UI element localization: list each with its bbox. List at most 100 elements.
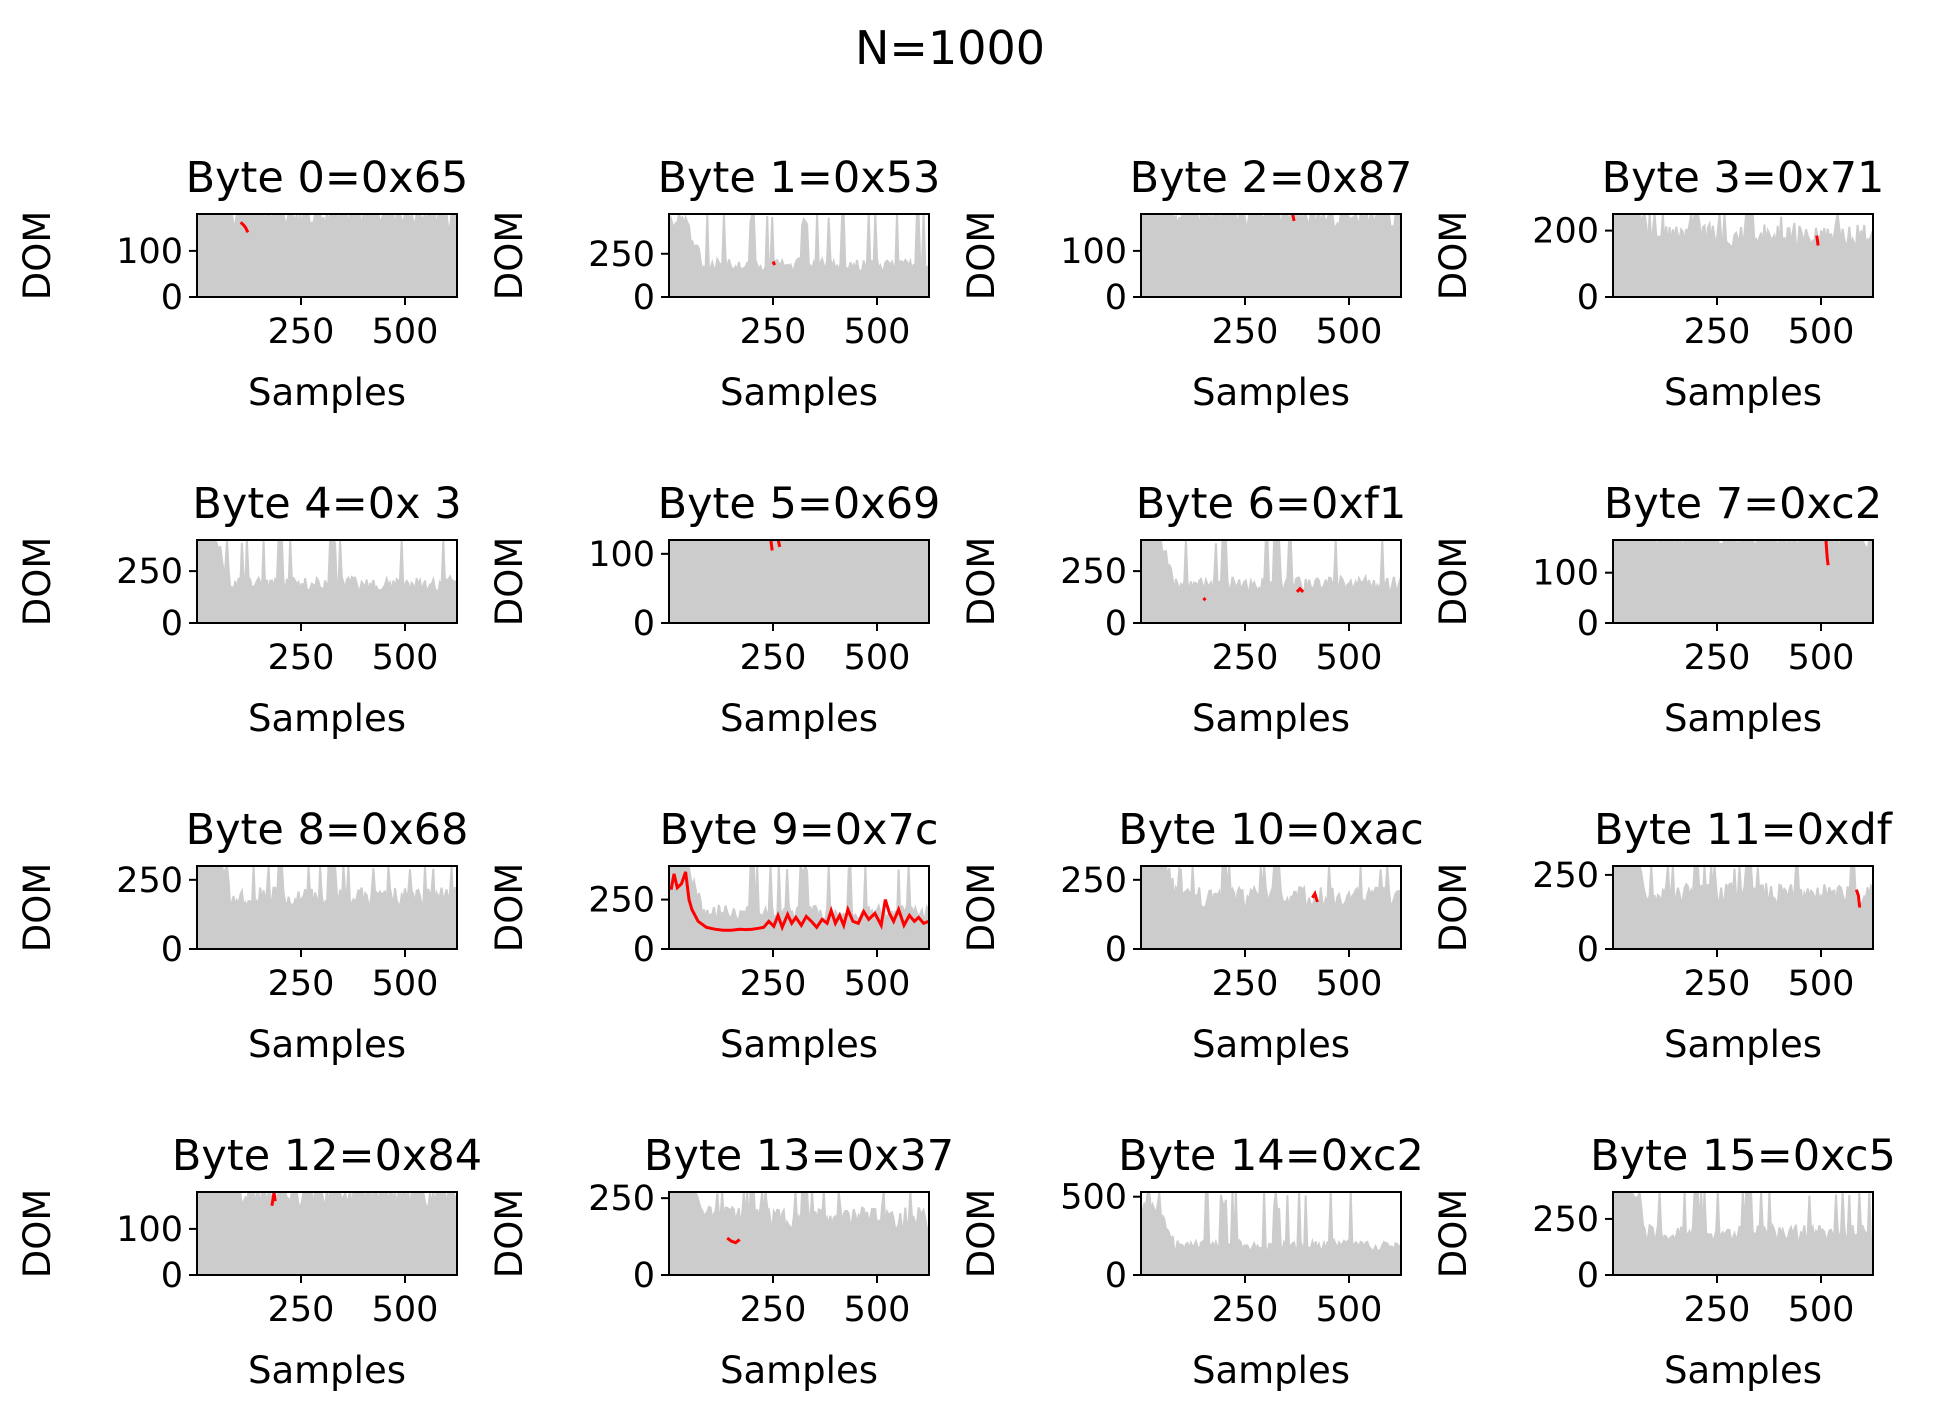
- x-tick-label: 250: [740, 638, 807, 678]
- axes-frame: [196, 539, 458, 624]
- wrong-key-traces: [1141, 1192, 1401, 1275]
- axes-frame: [196, 213, 458, 298]
- grey-trace-band: [197, 1192, 457, 1275]
- y-tick-label: 250: [588, 1179, 655, 1219]
- y-tick-label: 0: [1105, 1256, 1127, 1296]
- axes-frame: [1612, 539, 1874, 624]
- subplot-byte-7: Byte 7=0xc2 250 500 0 100 Samples DOM: [1432, 479, 1882, 740]
- x-axis-label: Samples: [1192, 1023, 1350, 1066]
- grey-trace-band: [1141, 214, 1401, 297]
- correct-key-trace-0: [1291, 214, 1296, 222]
- wrong-key-traces: [197, 214, 457, 297]
- wrong-key-traces: [669, 866, 929, 949]
- grey-trace-band: [197, 866, 457, 949]
- wrong-key-traces: [1141, 214, 1401, 297]
- x-tick-label: 500: [1316, 964, 1383, 1004]
- wrong-key-traces: [1613, 1192, 1873, 1275]
- y-tick-label: 0: [1577, 930, 1599, 970]
- x-tick-label: 500: [1316, 312, 1383, 352]
- correct-key-trace-1: [776, 540, 782, 548]
- wrong-key-traces: [669, 214, 929, 297]
- x-tick-label: 500: [372, 312, 439, 352]
- wrong-key-traces: [1613, 866, 1873, 949]
- x-tick-label: 250: [1212, 1290, 1279, 1330]
- y-tick-label: 100: [116, 232, 183, 272]
- y-tick-label: 250: [116, 861, 183, 901]
- subplot-title: Byte 8=0x68: [186, 805, 469, 855]
- y-tick-label: 0: [633, 278, 655, 318]
- y-axis-label: DOM: [16, 1189, 59, 1279]
- x-axis-label: Samples: [1192, 371, 1350, 414]
- axes-frame: [196, 1191, 458, 1276]
- grey-trace-band: [1141, 1192, 1401, 1275]
- grey-trace-band: [197, 540, 457, 623]
- x-tick-label: 500: [1788, 964, 1855, 1004]
- y-tick-label: 0: [633, 604, 655, 644]
- x-axis-label: Samples: [248, 1349, 406, 1392]
- axes-frame: [1612, 213, 1874, 298]
- subplot-title: Byte 9=0x7c: [659, 805, 938, 855]
- correct-key-trace-0: [1295, 586, 1305, 593]
- axes-frame: [1140, 1191, 1402, 1276]
- y-tick-label: 500: [1060, 1178, 1127, 1218]
- x-axis-label: Samples: [1664, 1349, 1822, 1392]
- subplot-byte-15: Byte 15=0xc5 250 500 0 250 Samples DOM: [1432, 1131, 1896, 1392]
- correct-key-trace-0: [1854, 889, 1862, 908]
- grey-trace-band: [1613, 214, 1873, 297]
- y-tick-label: 250: [588, 881, 655, 921]
- correct-key-trace-0: [1311, 890, 1319, 903]
- y-tick-label: 100: [588, 535, 655, 575]
- axes-frame: [668, 213, 930, 298]
- x-tick-label: 500: [1788, 1290, 1855, 1330]
- correct-key-trace-0: [669, 871, 929, 932]
- subplot-title: Byte 11=0xdf: [1594, 805, 1893, 855]
- y-axis-label: DOM: [960, 211, 1003, 301]
- y-axis-label: DOM: [1432, 863, 1475, 953]
- y-tick-label: 100: [116, 1210, 183, 1250]
- y-axis-label: DOM: [16, 863, 59, 953]
- grey-trace-band: [669, 866, 929, 949]
- x-tick-label: 250: [268, 1290, 335, 1330]
- subplot-title: Byte 13=0x37: [644, 1131, 954, 1181]
- x-axis-label: Samples: [720, 371, 878, 414]
- wrong-key-traces: [1141, 866, 1401, 949]
- y-tick-label: 0: [1577, 604, 1599, 644]
- y-tick-label: 0: [161, 930, 183, 970]
- x-axis-label: Samples: [1664, 697, 1822, 740]
- x-axis-label: Samples: [720, 697, 878, 740]
- correct-key-trace-0: [769, 540, 774, 551]
- x-tick-label: 500: [1788, 638, 1855, 678]
- x-tick-label: 500: [844, 638, 911, 678]
- x-tick-label: 250: [1212, 964, 1279, 1004]
- subplot-byte-3: Byte 3=0x71 250 500 0 200 Samples DOM: [1432, 153, 1884, 414]
- x-tick-label: 500: [372, 964, 439, 1004]
- y-tick-label: 250: [1532, 1200, 1599, 1240]
- y-tick-label: 100: [1060, 232, 1127, 272]
- wrong-key-traces: [1613, 214, 1873, 297]
- y-tick-label: 250: [116, 552, 183, 592]
- subplot-byte-12: Byte 12=0x84 250 500 0 100 Samples DOM: [16, 1131, 482, 1392]
- x-axis-label: Samples: [248, 1023, 406, 1066]
- grey-trace-band: [1613, 866, 1873, 949]
- y-tick-label: 0: [161, 1256, 183, 1296]
- grey-trace-band: [1141, 540, 1401, 623]
- figure-suptitle: N=1000: [855, 21, 1045, 75]
- subplot-grid: Byte 0=0x65 250 500 0 100 Samples DOM Byte 1=0x…: [16, 153, 1896, 1392]
- grey-trace-band: [669, 540, 929, 623]
- grey-trace-band: [669, 214, 929, 297]
- correct-key-trace-0: [726, 1236, 741, 1245]
- wrong-key-traces: [669, 1192, 929, 1275]
- subplot-title: Byte 7=0xc2: [1604, 479, 1882, 529]
- axes-frame: [1140, 539, 1402, 624]
- correct-key-trace-1: [1202, 597, 1207, 602]
- y-axis-label: DOM: [16, 211, 59, 301]
- x-axis-label: Samples: [248, 697, 406, 740]
- y-axis-label: DOM: [488, 1189, 531, 1279]
- y-tick-label: 250: [1060, 552, 1127, 592]
- wrong-key-traces: [1141, 540, 1401, 623]
- correct-key-trace-0: [1824, 540, 1830, 566]
